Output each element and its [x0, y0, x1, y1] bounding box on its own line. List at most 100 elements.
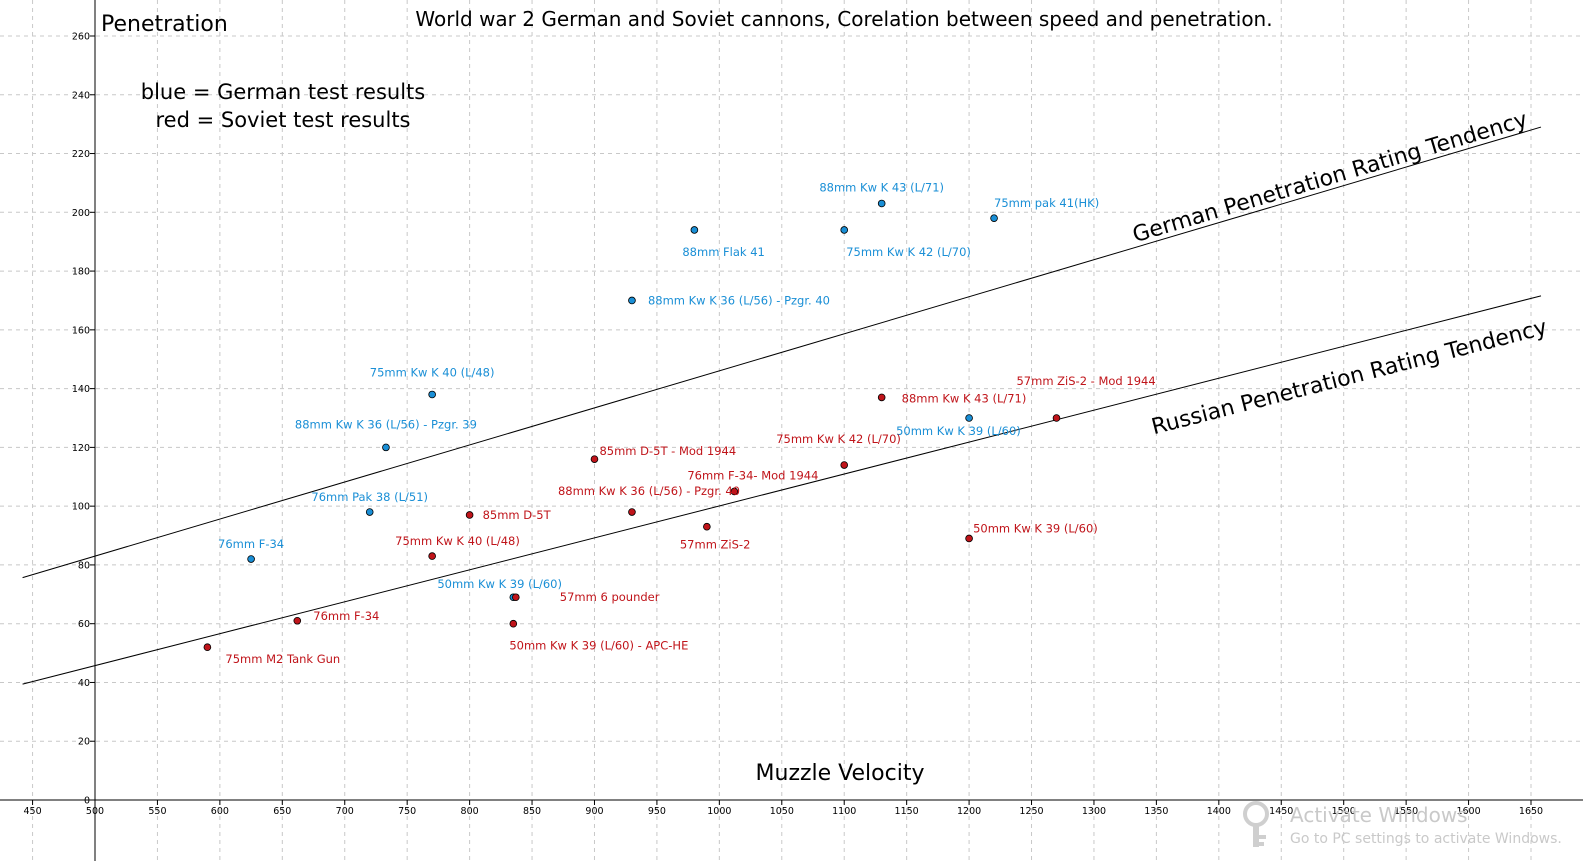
german-point-label: 76mm F-34 — [218, 537, 284, 551]
soviet-data-point — [703, 522, 711, 531]
soviet-point-label: 88mm Kw K 43 (L/71) — [902, 391, 1027, 405]
data-points: 88mm Kw K 43 (L/71) 75mm pak 41(HK) 88mm F… — [203, 180, 1156, 666]
soviet-point-label: 75mm Kw K 40 (L/48) — [395, 534, 520, 548]
german-data-point — [690, 226, 699, 234]
german-point-label: 75mm Kw K 42 (L/70) — [846, 245, 971, 259]
soviet-data-point — [512, 593, 520, 602]
x-tick-label: 1500 — [1332, 806, 1356, 817]
german-point-label: 75mm Kw K 40 (L/48) — [370, 365, 495, 379]
german-trend-line — [22, 126, 1542, 579]
y-tick-label: 120 — [72, 443, 90, 454]
soviet-data-point — [965, 534, 973, 543]
russian-trend-label: Russian Penetration Rating Tendency — [1149, 315, 1550, 440]
soviet-data-point — [590, 455, 599, 463]
x-tick-label: 1050 — [770, 806, 794, 817]
watermark-subtitle: Go to PC settings to activate Windows. — [1290, 831, 1562, 847]
soviet-point-label: 76mm F-34- Mod 1944 — [687, 468, 818, 482]
x-tick-label: 750 — [398, 806, 416, 817]
y-tick-label: 20 — [78, 737, 90, 748]
x-tick-label: 1250 — [1019, 806, 1043, 817]
german-point-label: 50mm Kw K 39 (L/60) — [896, 424, 1021, 438]
x-tick-label: 1300 — [1082, 806, 1106, 817]
german-data-point — [628, 296, 636, 305]
soviet-point-label: 85mm D-5T — [483, 508, 552, 522]
y-tick-label: 40 — [78, 678, 90, 689]
x-tick-label: 1450 — [1269, 806, 1293, 817]
x-tick-label: 1100 — [832, 806, 856, 817]
soviet-data-point — [628, 508, 636, 516]
x-tick-label: 1150 — [895, 806, 919, 817]
soviet-data-point — [203, 643, 212, 651]
x-tick-label: 1650 — [1519, 806, 1543, 817]
soviet-point-label: 57mm 6 pounder — [560, 590, 660, 604]
german-data-point — [247, 555, 255, 563]
x-tick-label: 1550 — [1394, 806, 1418, 817]
y-tick-label: 0 — [84, 796, 90, 807]
german-data-point — [990, 214, 998, 222]
x-tick-label: 1600 — [1456, 806, 1480, 817]
soviet-point-label: 88mm Kw K 36 (L/56) - Pzgr. 40 — [558, 484, 740, 498]
german-point-label: 88mm Flak 41 — [682, 245, 765, 259]
soviet-point-label: 75mm M2 Tank Gun — [225, 652, 340, 666]
soviet-data-point — [840, 461, 849, 469]
x-tick-label: 1200 — [957, 806, 981, 817]
y-tick-label: 80 — [78, 560, 90, 571]
y-axis-label: Penetration — [101, 12, 228, 37]
x-tick-label: 650 — [273, 806, 291, 817]
soviet-point-label: 57mm ZiS-2 — [680, 538, 751, 552]
soviet-data-point — [428, 552, 436, 560]
x-tick-label: 600 — [211, 806, 229, 817]
y-tick-label: 140 — [72, 384, 90, 395]
y-tick-label: 100 — [72, 502, 90, 513]
german-trend-label: German Penetration Rating Tendency — [1130, 107, 1531, 248]
x-tick-label: 1400 — [1207, 806, 1231, 817]
os-watermark: Activate Windows Go to PC settings to ac… — [1243, 801, 1562, 847]
x-tick-label: 950 — [648, 806, 666, 817]
trend-lines: German Penetration Rating Tendency Russia… — [22, 107, 1550, 685]
x-tick-label: 1000 — [707, 806, 731, 817]
legend-line-german: blue = German test results — [141, 80, 425, 104]
soviet-point-label: 85mm D-5T - Mod 1944 — [599, 444, 736, 458]
german-data-point — [965, 414, 973, 422]
x-tick-label: 1350 — [1144, 806, 1168, 817]
german-data-point — [840, 226, 849, 234]
soviet-point-label: 75mm Kw K 42 (L/70) — [776, 432, 901, 446]
x-tick-label: 850 — [523, 806, 541, 817]
soviet-data-point — [509, 619, 518, 628]
legend-line-soviet: red = Soviet test results — [156, 108, 411, 132]
german-data-point — [877, 199, 886, 208]
german-point-label: 88mm Kw K 36 (L/56) - Pzgr. 39 — [295, 417, 477, 431]
soviet-data-point — [465, 511, 474, 519]
russian-trend-line — [22, 295, 1542, 685]
x-tick-label: 550 — [148, 806, 166, 817]
german-data-point — [365, 508, 374, 516]
soviet-point-label: 50mm Kw K 39 (L/60) — [973, 521, 1098, 535]
y-tick-label: 180 — [72, 267, 90, 278]
y-tick-label: 200 — [72, 208, 90, 219]
x-tick-label: 450 — [23, 806, 41, 817]
german-point-label: 75mm pak 41(HK) — [994, 196, 1099, 210]
x-tick-label: 900 — [585, 806, 603, 817]
x-tick-label: 800 — [461, 806, 479, 817]
y-tick-label: 160 — [72, 325, 90, 336]
german-data-point — [428, 390, 436, 399]
soviet-point-label: 76mm F-34 — [313, 609, 379, 623]
y-tick-label: 240 — [72, 90, 90, 101]
soviet-data-point — [1052, 414, 1061, 422]
soviet-point-label: 57mm ZiS-2 - Mod 1944 — [1016, 374, 1155, 388]
german-data-point — [382, 443, 390, 452]
x-axis-label: Muzzle Velocity — [756, 761, 925, 786]
y-tick-label: 260 — [72, 32, 90, 43]
german-point-label: 88mm Kw K 43 (L/71) — [819, 180, 944, 194]
y-tick-label: 220 — [72, 149, 90, 160]
soviet-point-label: 50mm Kw K 39 (L/60) - APC-HE — [509, 639, 688, 653]
german-point-label: 88mm Kw K 36 (L/56) - Pzgr. 40 — [648, 293, 830, 307]
soviet-data-point — [730, 487, 739, 496]
soviet-data-point — [877, 393, 886, 402]
german-point-label: 76mm Pak 38 (L/51) — [311, 490, 428, 504]
x-tick-label: 500 — [86, 806, 104, 817]
soviet-data-point — [293, 616, 302, 625]
